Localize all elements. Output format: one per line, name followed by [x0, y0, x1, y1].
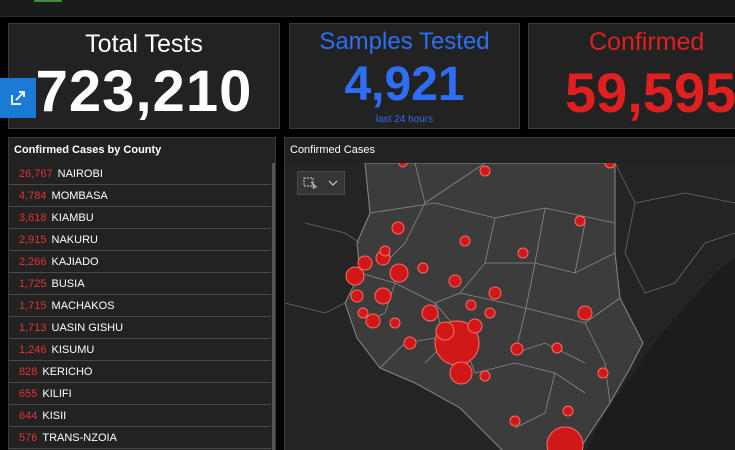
map-panel-title: Confirmed Cases — [290, 144, 375, 156]
map-canvas[interactable] — [285, 157, 735, 450]
map-toolbar — [297, 171, 345, 195]
samples-tested-value: 4,921 — [344, 58, 465, 111]
total-tests-title: Total Tests — [85, 30, 203, 58]
list-item[interactable]: 644 KISII — [9, 405, 271, 427]
list-item[interactable]: 26,767 NAIROBI — [9, 163, 271, 185]
confirmed-card: Confirmed 59,595 — [528, 23, 735, 129]
list-item[interactable]: 828 KERICHO — [9, 361, 271, 383]
chevron-down-icon — [328, 180, 337, 186]
confirmed-title: Confirmed — [589, 28, 705, 56]
samples-tested-title: Samples Tested — [319, 28, 490, 55]
list-item[interactable]: 576 TRANS-NZOIA — [9, 427, 271, 449]
list-item[interactable]: 2,915 NAKURU — [9, 229, 271, 251]
samples-tested-card: Samples Tested 4,921 last 24 hours — [289, 23, 520, 129]
list-item[interactable]: 2,266 KAJIADO — [9, 251, 271, 273]
list-item[interactable]: 1,725 BUSIA — [9, 273, 271, 295]
list-item[interactable]: 1,713 UASIN GISHU — [9, 317, 271, 339]
share-button[interactable] — [0, 78, 36, 118]
top-bar — [0, 0, 735, 17]
select-icon — [303, 177, 317, 190]
list-item[interactable]: 655 KILIFI — [9, 383, 271, 405]
map-panel: Confirmed Cases — [284, 137, 735, 450]
total-tests-card: Total Tests 723,210 — [8, 23, 280, 129]
county-panel: Confirmed Cases by County 26,767 NAIROBI … — [8, 137, 276, 450]
total-tests-value: 723,210 — [35, 59, 253, 124]
select-tool-dropdown[interactable] — [321, 172, 344, 194]
select-tool-button[interactable] — [298, 172, 321, 194]
list-item[interactable]: 1,246 KISUMU — [9, 339, 271, 361]
list-item[interactable]: 4,784 MOMBASA — [9, 185, 271, 207]
list-item[interactable]: 3,618 KIAMBU — [9, 207, 271, 229]
confirmed-value: 59,595 — [565, 61, 735, 124]
county-panel-title: Confirmed Cases by County — [14, 144, 162, 156]
list-item[interactable]: 1,715 MACHAKOS — [9, 295, 271, 317]
top-bar-accent — [34, 0, 62, 2]
cases-map[interactable] — [285, 157, 735, 450]
county-list[interactable]: 26,767 NAIROBI 4,784 MOMBASA 3,618 KIAMBU 2… — [9, 163, 271, 449]
county-list-scrollbar[interactable] — [272, 163, 275, 450]
samples-tested-subtitle: last 24 hours — [375, 114, 434, 125]
share-icon — [11, 91, 25, 105]
